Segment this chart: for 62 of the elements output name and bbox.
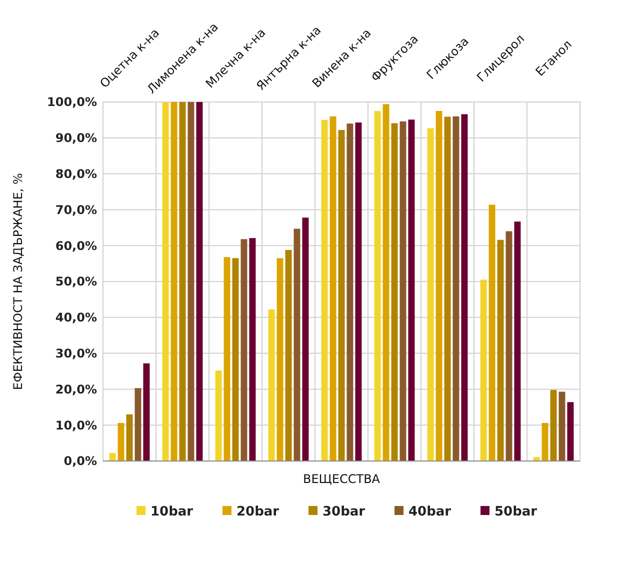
bar bbox=[400, 121, 406, 461]
y-tick-label: 40,0% bbox=[55, 310, 97, 325]
bar bbox=[506, 231, 512, 461]
bar bbox=[118, 422, 124, 461]
bar bbox=[302, 218, 309, 461]
bar bbox=[162, 102, 169, 461]
y-tick-label: 30,0% bbox=[55, 346, 97, 360]
bar bbox=[436, 110, 442, 461]
bar bbox=[268, 310, 275, 461]
bar bbox=[276, 258, 284, 461]
bar bbox=[240, 239, 248, 461]
bar bbox=[330, 116, 336, 461]
y-tick-label: 10,0% bbox=[55, 418, 97, 432]
y-tick-label: 90,0% bbox=[55, 131, 97, 146]
bar bbox=[444, 116, 451, 461]
y-tick-label: 60,0% bbox=[55, 238, 97, 253]
bar bbox=[382, 104, 390, 461]
bar bbox=[188, 102, 194, 461]
bar bbox=[408, 120, 415, 461]
bar bbox=[126, 414, 133, 461]
legend-label: 30bar bbox=[322, 504, 366, 520]
legend-label: 50bar bbox=[494, 504, 538, 520]
bar bbox=[514, 222, 521, 461]
bar bbox=[488, 204, 496, 461]
y-tick-label: 0,0% bbox=[64, 454, 97, 468]
bar bbox=[391, 123, 398, 461]
bar bbox=[374, 110, 381, 461]
bar bbox=[550, 390, 557, 461]
bar bbox=[143, 363, 150, 461]
bar bbox=[224, 257, 230, 461]
y-tick-label: 50,0% bbox=[55, 274, 97, 289]
legend-label: 10bar bbox=[150, 504, 194, 520]
bar bbox=[427, 128, 434, 461]
bar bbox=[285, 250, 292, 461]
legend-label: 40bar bbox=[408, 504, 452, 520]
bar bbox=[558, 392, 566, 461]
y-tick-label: 80,0% bbox=[55, 167, 97, 181]
bar bbox=[452, 116, 460, 461]
bar bbox=[294, 228, 300, 461]
bar bbox=[480, 280, 487, 461]
y-tick-label: 70,0% bbox=[55, 202, 97, 217]
bar bbox=[567, 402, 574, 461]
bar bbox=[196, 102, 203, 461]
bar bbox=[249, 238, 256, 461]
bar bbox=[179, 102, 186, 461]
x-axis-title: ВЕЩЕССТВА bbox=[302, 472, 381, 486]
bar bbox=[215, 370, 222, 461]
bar bbox=[497, 240, 504, 461]
bar bbox=[338, 130, 345, 461]
y-axis-title: ЕФЕКТИВНОСТ НА ЗАДЪРЖАНЕ, % bbox=[11, 173, 25, 390]
bar bbox=[232, 258, 239, 461]
bar bbox=[542, 422, 548, 461]
bar bbox=[321, 120, 328, 461]
bar bbox=[109, 453, 116, 461]
bar bbox=[170, 102, 178, 461]
y-tick-label: 20,0% bbox=[55, 382, 97, 396]
bar bbox=[355, 122, 362, 461]
bar bbox=[134, 388, 142, 461]
bar bbox=[346, 124, 354, 461]
bar bbox=[461, 114, 468, 461]
legend-label: 20bar bbox=[236, 504, 280, 520]
y-tick-label: 100,0% bbox=[47, 95, 97, 110]
